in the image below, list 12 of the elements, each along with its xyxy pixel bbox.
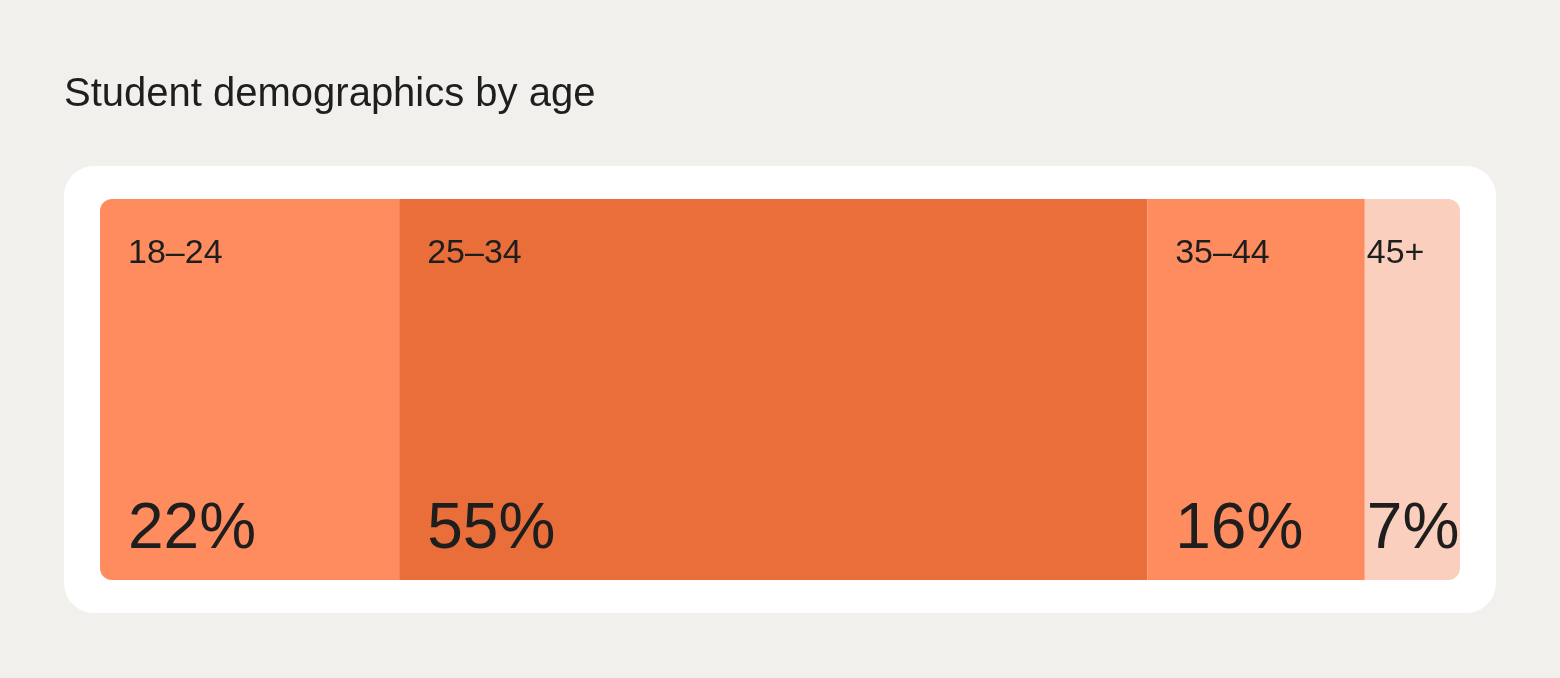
series-label: 45+	[1366, 232, 1425, 270]
data-label: 7%	[1366, 490, 1460, 562]
bar	[1147, 199, 1365, 580]
series-label: 18–24	[128, 232, 223, 270]
data-label: 22%	[128, 490, 257, 562]
series-label: 25–34	[427, 232, 522, 270]
bar	[100, 199, 400, 580]
data-label: 16%	[1175, 490, 1304, 562]
data-label: 55%	[427, 490, 556, 562]
series-label: 35–44	[1175, 232, 1270, 270]
chart-title: Student demographics by age	[64, 70, 596, 115]
bar	[1364, 199, 1460, 580]
